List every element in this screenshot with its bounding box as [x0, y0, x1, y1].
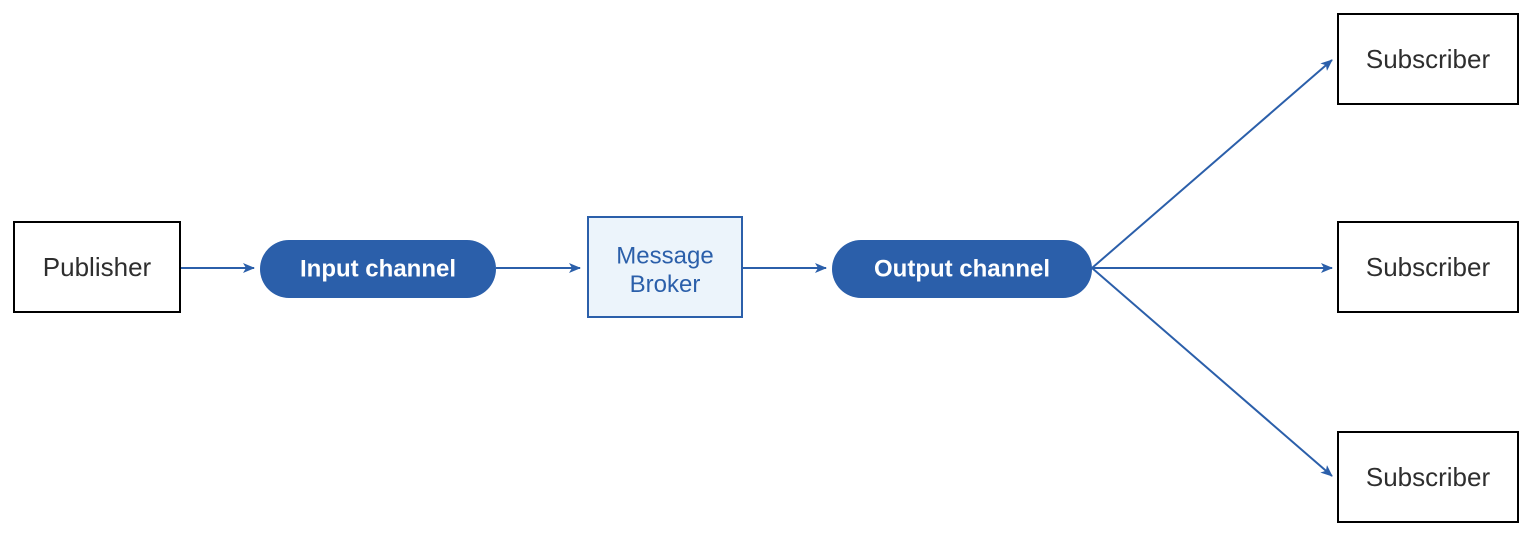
node-message_broker: MessageBroker — [588, 217, 742, 317]
node-publisher: Publisher — [14, 222, 180, 312]
node-message_broker-label-line1: Message — [616, 242, 713, 269]
node-publisher-label: Publisher — [43, 252, 152, 282]
diagram-background — [0, 0, 1531, 543]
node-input_channel-label: Input channel — [300, 256, 456, 283]
pubsub-diagram: Publisher Input channel MessageBroker Outpu… — [0, 0, 1531, 543]
node-subscriber2: Subscriber — [1338, 222, 1518, 312]
node-subscriber1: Subscriber — [1338, 14, 1518, 104]
node-message_broker-label-line2: Broker — [630, 271, 701, 298]
node-input_channel: Input channel — [260, 240, 496, 298]
node-output_channel-label: Output channel — [874, 256, 1050, 283]
node-subscriber3: Subscriber — [1338, 432, 1518, 522]
node-subscriber2-label: Subscriber — [1366, 252, 1491, 282]
node-subscriber3-label: Subscriber — [1366, 462, 1491, 492]
node-message_broker-label: MessageBroker — [616, 242, 713, 298]
node-subscriber1-label: Subscriber — [1366, 44, 1491, 74]
node-output_channel: Output channel — [832, 240, 1092, 298]
